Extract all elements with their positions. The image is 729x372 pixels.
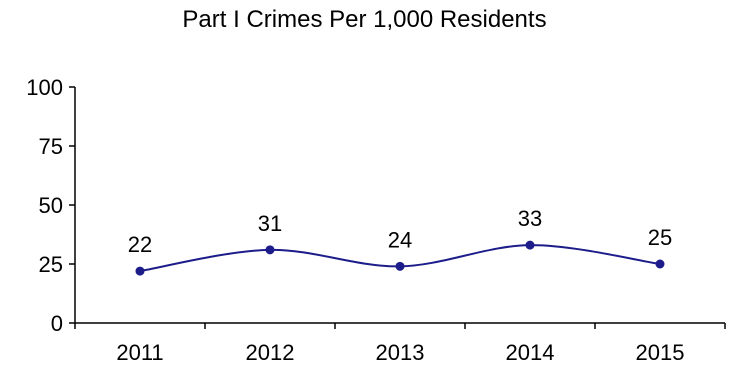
data-point [135,266,145,276]
x-tick-label: 2011 [116,340,163,365]
data-point [525,240,535,250]
data-label: 31 [258,211,282,236]
series [135,240,665,276]
axes [69,86,726,329]
x-tick-label: 2013 [376,340,425,365]
x-tick-label: 2015 [636,340,685,365]
data-label: 33 [518,206,542,231]
data-label: 24 [388,227,412,252]
chart-title: Part I Crimes Per 1,000 Residents [182,6,547,33]
data-point [395,261,405,271]
y-tick-label: 100 [26,75,63,100]
data-label: 25 [648,225,672,250]
data-point [655,259,665,269]
x-tick-label: 2012 [246,340,295,365]
labels: 0 25 50 75 100 2011 2012 2013 2014 2015 22 31 24 33 25 [26,75,684,365]
y-tick-label: 75 [39,134,63,159]
y-tick-label: 25 [39,252,63,277]
data-point [265,245,275,255]
y-tick-label: 0 [51,311,63,336]
x-tick-label: 2014 [506,340,555,365]
data-label: 22 [128,232,152,257]
y-tick-label: 50 [39,193,63,218]
